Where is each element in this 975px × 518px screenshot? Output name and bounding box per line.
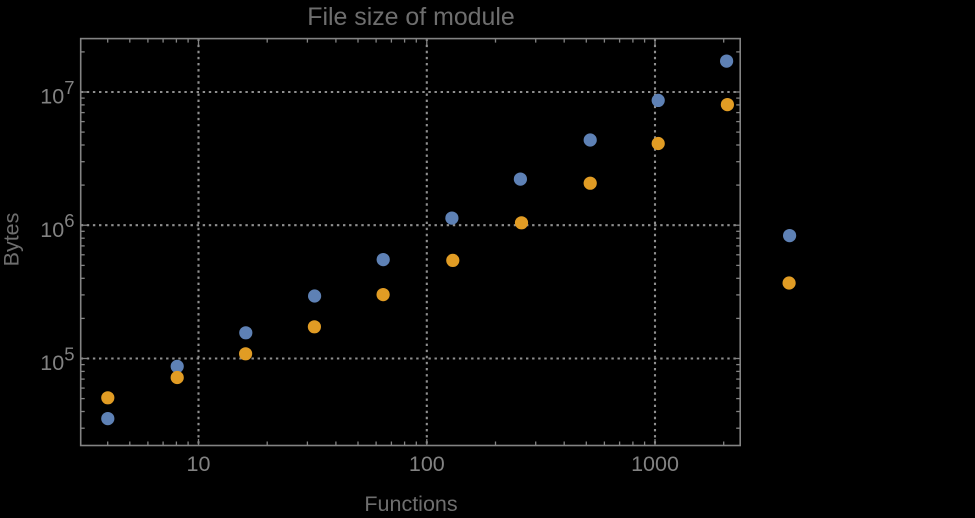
svg-text:Functions: Functions xyxy=(364,492,457,513)
svg-text:Bytes: Bytes xyxy=(0,213,24,267)
svg-text:1000: 1000 xyxy=(631,452,679,476)
svg-text:File size of module: File size of module xyxy=(307,3,515,31)
svg-text:10: 10 xyxy=(187,452,211,476)
svg-text:100: 100 xyxy=(409,452,445,476)
